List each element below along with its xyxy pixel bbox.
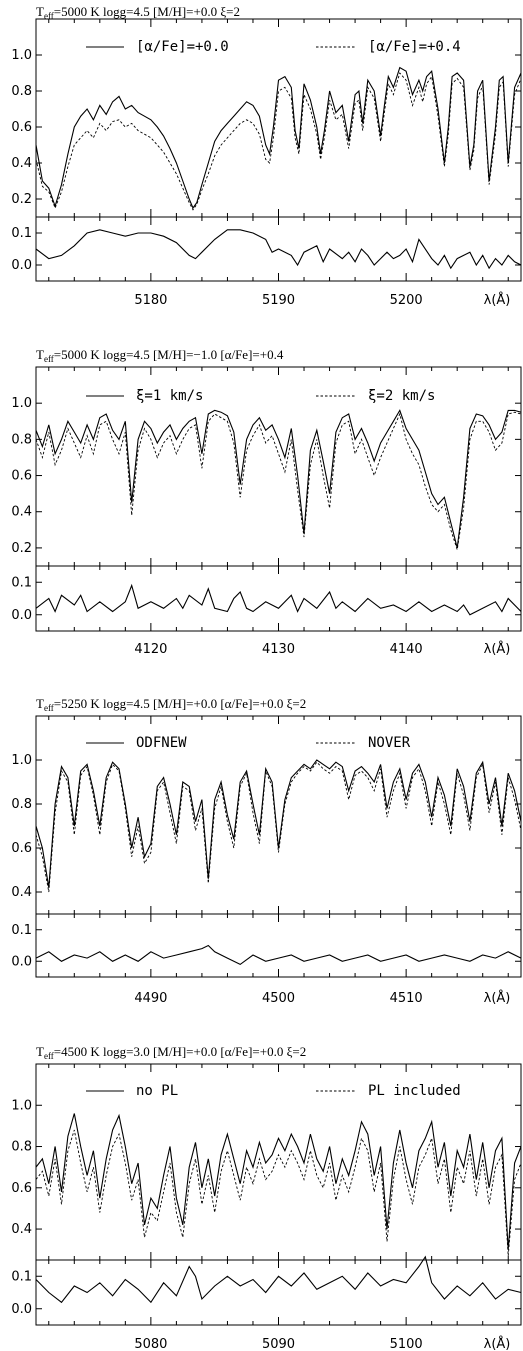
y-tick-label: 0.6 (11, 469, 32, 484)
x-tick-label: 4140 (390, 642, 423, 657)
series-line-1 (36, 409, 521, 549)
legend-label-2: ξ=2 km/s (368, 388, 435, 404)
series-line-1 (36, 1113, 521, 1250)
x-axis-label: λ(Å) (484, 641, 511, 657)
y-tick-label: 0.1 (11, 923, 32, 938)
y-tick-label: 1.0 (11, 1098, 32, 1113)
x-tick-label: 5080 (134, 1337, 167, 1351)
difference-line (35, 229, 522, 270)
chart-title: Teff=5000 K logg=4.5 [M/H]=−1.0 [α/Fe]=+… (36, 347, 284, 364)
y-tick-label: 0.8 (11, 84, 32, 99)
legend-label-1: ξ=1 km/s (136, 388, 203, 404)
y-tick-label: 0.4 (11, 156, 32, 171)
legend-label-1: ODFNEW (136, 735, 187, 751)
legend-label-1: no PL (136, 1083, 178, 1099)
x-tick-label: 5180 (134, 293, 167, 308)
series-line-2 (36, 761, 521, 893)
x-tick-label: 5090 (262, 1337, 295, 1351)
x-tick-label: 4500 (262, 991, 295, 1006)
top-panel-frame (35, 366, 522, 567)
y-tick-label: 0.1 (11, 575, 32, 590)
x-tick-label: 5190 (262, 293, 295, 308)
y-tick-label: 0.1 (11, 1269, 32, 1284)
legend-label-2: PL included (368, 1083, 461, 1099)
y-tick-label: 0.4 (11, 885, 32, 900)
x-tick-label: 4510 (390, 991, 423, 1006)
x-axis-label: λ(Å) (484, 990, 511, 1006)
chart-panel-4: Teff=4500 K logg=3.0 [M/H]=+0.0 [α/Fe]=+… (11, 1044, 522, 1351)
y-tick-label: 1.0 (11, 396, 32, 411)
y-tick-label: 0.0 (11, 1302, 32, 1317)
chart-title: Teff=4500 K logg=3.0 [M/H]=+0.0 [α/Fe]=+… (36, 1044, 306, 1061)
y-tick-label: 0.0 (11, 608, 32, 623)
legend-label-1: [α/Fe]=+0.0 (136, 39, 229, 55)
difference-line (35, 1255, 522, 1304)
legend-label-2: [α/Fe]=+0.4 (368, 39, 461, 55)
y-tick-label: 0.4 (11, 505, 32, 520)
x-tick-label: 5200 (390, 293, 423, 308)
series-line-2 (36, 411, 521, 550)
x-tick-label: 4490 (134, 991, 167, 1006)
series-line-2 (36, 1129, 521, 1256)
series-line-1 (36, 66, 521, 210)
chart-title: Teff=5250 K logg=4.5 [M/H]=+0.0 [α/Fe]=+… (36, 696, 306, 713)
chart-title: Teff=5000 K logg=4.5 [M/H]=+0.0 ξ=2 (36, 4, 240, 21)
y-tick-label: 0.8 (11, 1140, 32, 1155)
y-tick-label: 0.2 (11, 192, 32, 207)
x-tick-label: 4120 (134, 642, 167, 657)
y-tick-label: 0.6 (11, 120, 32, 135)
y-tick-label: 0.0 (11, 258, 32, 273)
x-axis-label: λ(Å) (484, 1336, 511, 1351)
chart-panel-3: Teff=5250 K logg=4.5 [M/H]=+0.0 [α/Fe]=+… (11, 696, 522, 1006)
y-tick-label: 0.8 (11, 432, 32, 447)
y-tick-label: 0.8 (11, 797, 32, 812)
x-tick-label: 5100 (390, 1337, 423, 1351)
y-tick-label: 0.1 (11, 226, 32, 241)
bottom-panel-frame (35, 565, 522, 632)
y-tick-label: 0.0 (11, 954, 32, 969)
series-line-2 (36, 72, 521, 211)
chart-panel-1: Teff=5000 K logg=4.5 [M/H]=+0.0 ξ=2 0.2 0.… (11, 4, 522, 308)
y-tick-label: 0.2 (11, 541, 32, 556)
x-tick-label: 4130 (262, 642, 295, 657)
difference-line (35, 944, 522, 966)
difference-line (35, 583, 522, 616)
y-tick-label: 1.0 (11, 48, 32, 63)
bottom-panel-frame (35, 913, 522, 978)
x-axis-label: λ(Å) (484, 292, 511, 308)
y-tick-label: 0.6 (11, 1181, 32, 1196)
y-tick-label: 0.4 (11, 1222, 32, 1237)
y-tick-label: 0.6 (11, 841, 32, 856)
legend-label-2: NOVER (368, 735, 411, 751)
y-tick-label: 1.0 (11, 753, 32, 768)
chart-panel-2: Teff=5000 K logg=4.5 [M/H]=−1.0 [α/Fe]=+… (11, 347, 522, 657)
